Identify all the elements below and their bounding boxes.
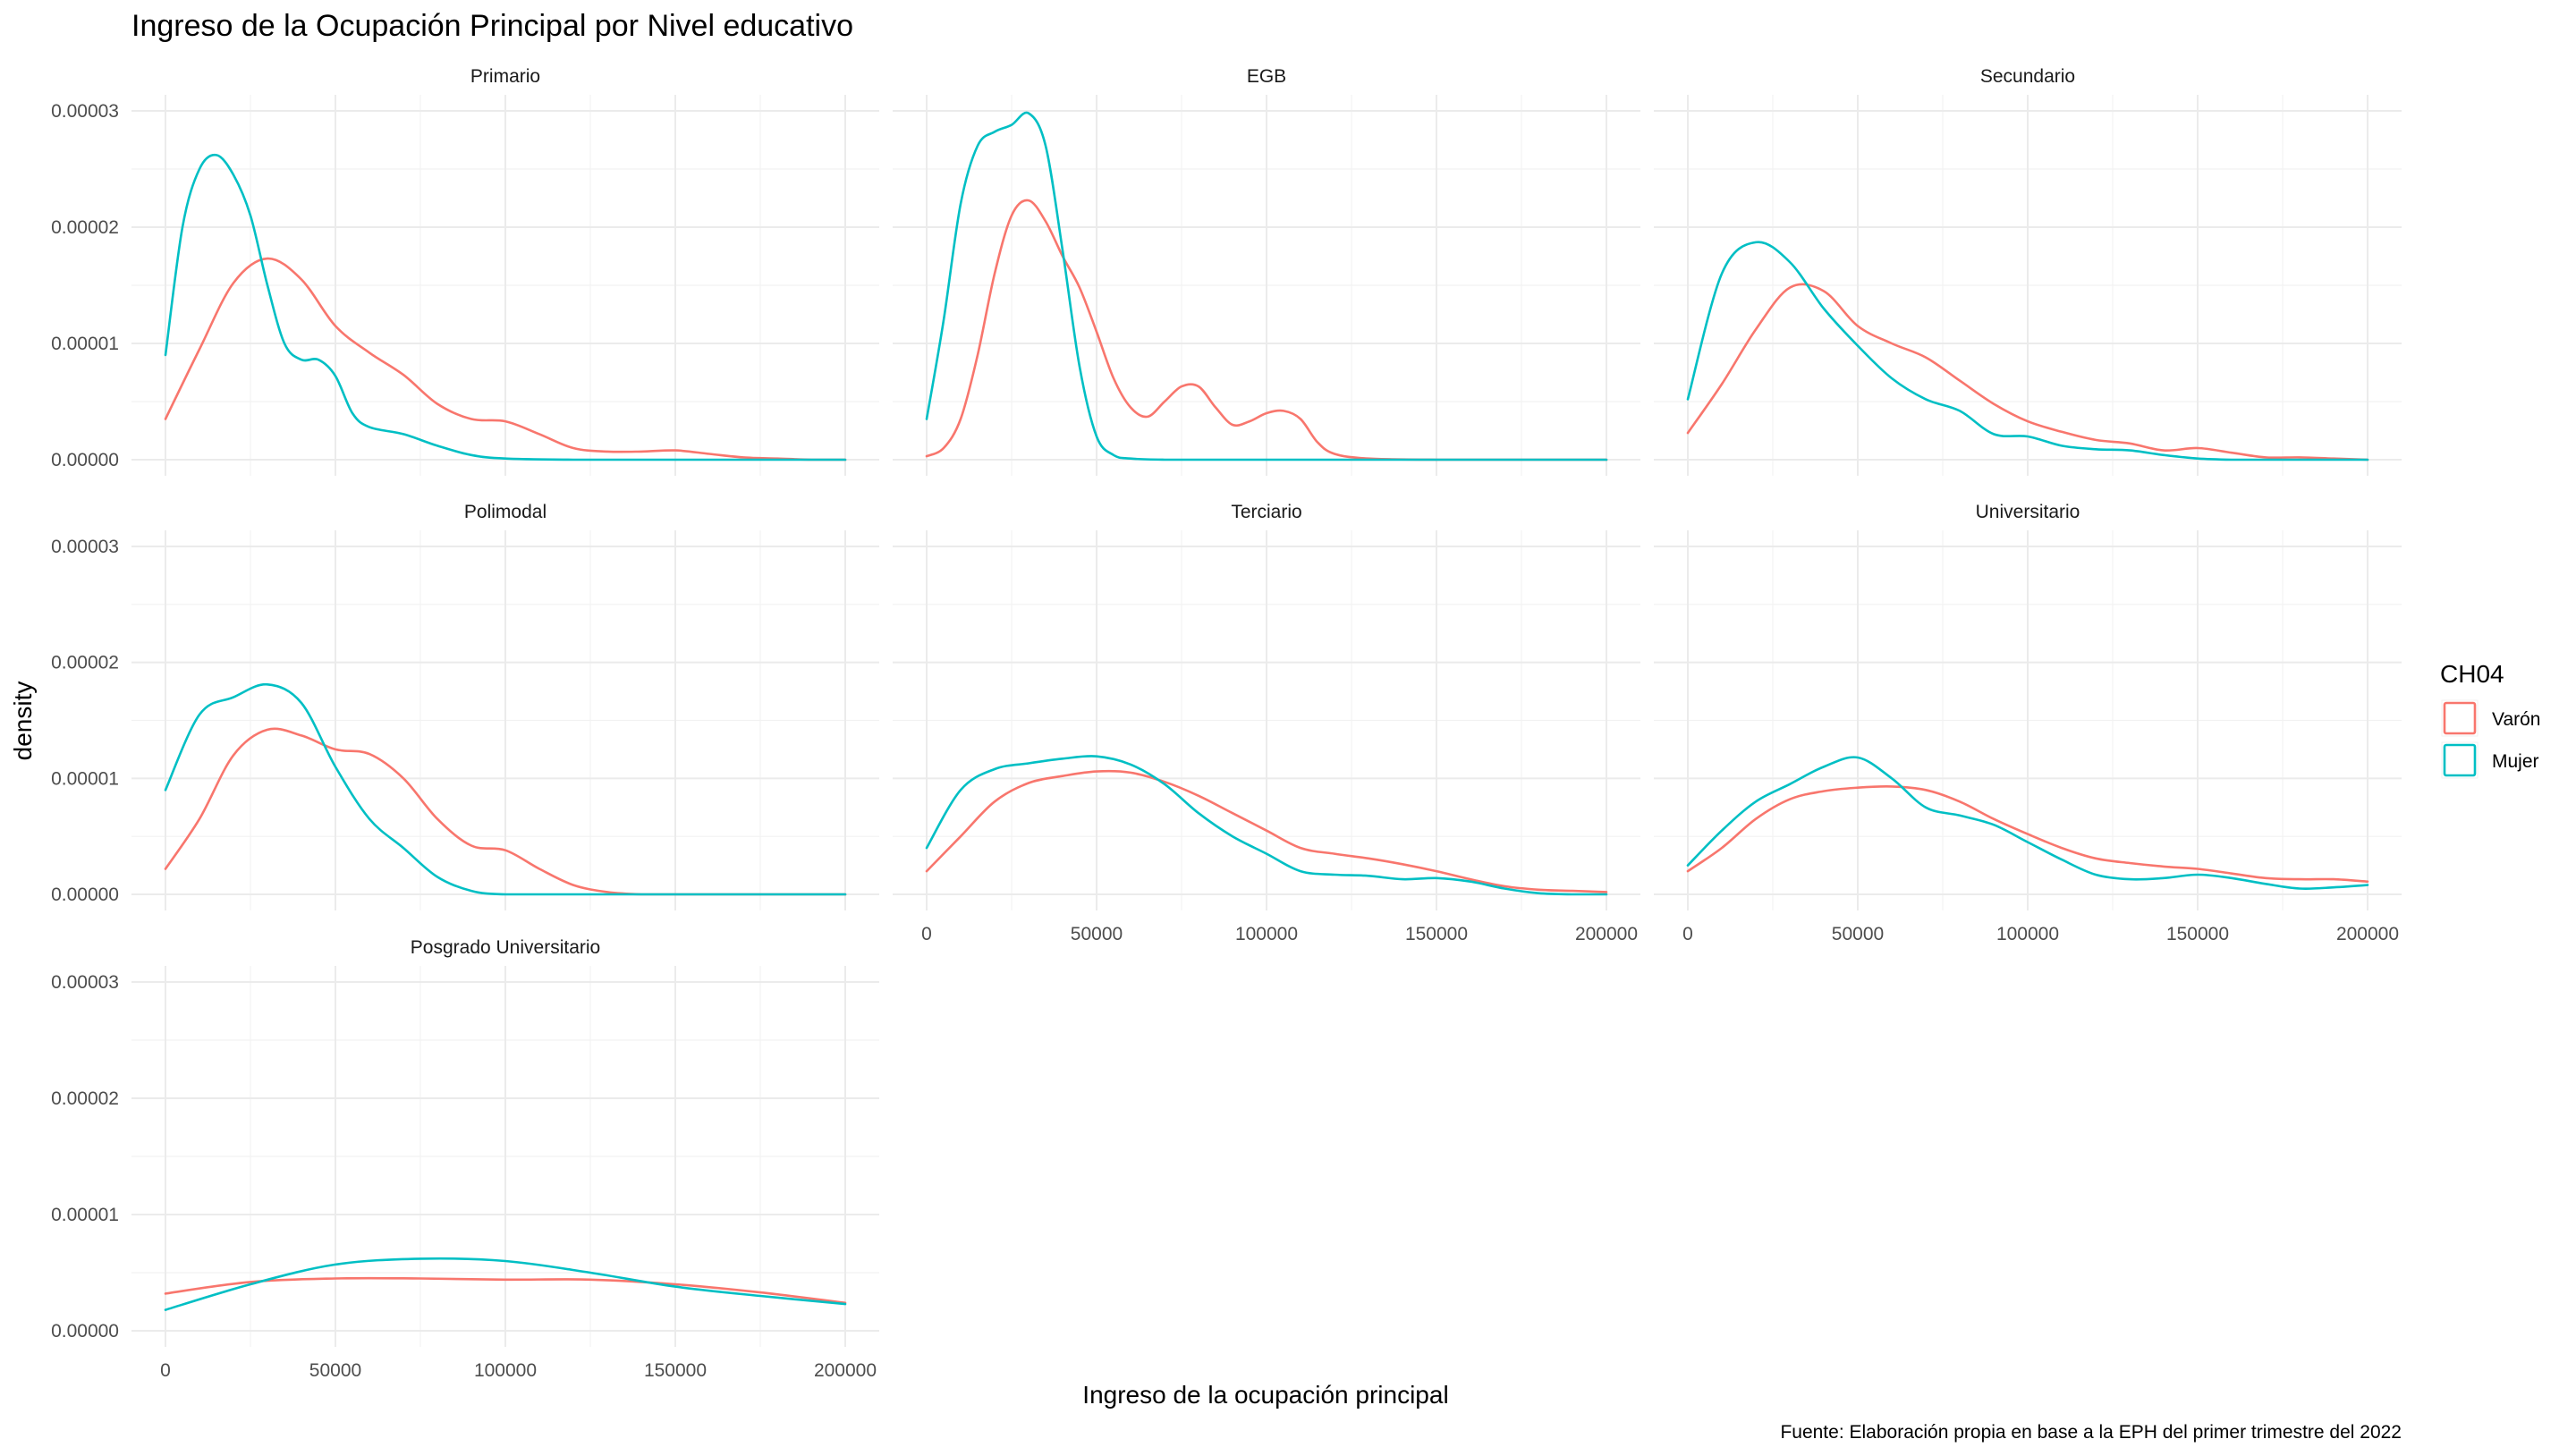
y-tick-label: 0.00001 — [51, 1205, 119, 1225]
legend-title: CH04 — [2440, 660, 2504, 688]
x-tick-label: 0 — [1682, 924, 1693, 944]
density-line-varon-terciario — [925, 769, 1608, 893]
x-tick-label: 200000 — [1575, 924, 1638, 944]
facet-label-egb: EGB — [1247, 66, 1286, 87]
panel-posgrado-universitario: Posgrado Universitario 0.00000 0.00001 0.00… — [51, 937, 879, 1381]
legend-key-bg — [2441, 699, 2479, 737]
y-tick-label: 0.00000 — [51, 885, 119, 905]
panel-terciario: Terciario 0 50000 100000 150000 200000 — [893, 502, 1640, 944]
density-line-mujer-polimodal — [164, 682, 847, 896]
legend: CH04 Varón Mujer — [2440, 660, 2540, 779]
x-tick-label: 50000 — [1071, 924, 1123, 944]
legend-key-mujer — [2443, 743, 2477, 777]
legend-key-varon — [2443, 701, 2477, 735]
y-tick-label: 0.00003 — [51, 537, 119, 557]
caption: Fuente: Elaboración propia en base a la … — [1780, 1422, 2402, 1443]
y-tick-label: 0.00002 — [51, 1088, 119, 1109]
y-tick-label: 0.00003 — [51, 972, 119, 993]
x-tick-label: 100000 — [1235, 924, 1298, 944]
facet-panels: Primario 0.00000 0.00001 0.00002 0.00003 EGB S… — [51, 66, 2402, 1381]
panel-polimodal: Polimodal 0.00000 0.00001 0.00002 0.00003 — [51, 502, 879, 910]
y-tick-label: 0.00002 — [51, 653, 119, 673]
y-tick-label: 0.00001 — [51, 334, 119, 354]
x-tick-label: 200000 — [814, 1360, 877, 1381]
x-tick-label: 0 — [921, 924, 932, 944]
chart-title: Ingreso de la Ocupación Principal por Ni… — [131, 9, 853, 43]
x-tick-label: 50000 — [309, 1360, 361, 1381]
density-line-mujer-secundario — [1686, 241, 2369, 461]
y-tick-label: 0.00003 — [51, 101, 119, 122]
density-line-mujer-terciario — [925, 755, 1608, 896]
density-line-varon-secundario — [1686, 283, 2369, 461]
density-line-varon-egb — [925, 199, 1608, 461]
x-tick-label: 0 — [160, 1360, 171, 1381]
x-tick-label: 150000 — [644, 1360, 707, 1381]
density-line-varon-universitario — [1686, 785, 2369, 883]
x-tick-label: 100000 — [1996, 924, 2059, 944]
panel-primario: Primario 0.00000 0.00001 0.00002 0.00003 — [51, 66, 879, 476]
y-axis-title: density — [9, 681, 37, 761]
density-line-mujer-universitario — [1686, 756, 2369, 890]
y-tick-label: 0.00000 — [51, 1321, 119, 1342]
legend-label-mujer: Mujer — [2492, 751, 2539, 772]
facet-label-polimodal: Polimodal — [464, 502, 547, 522]
density-line-mujer-posgrado-universitario — [164, 1257, 847, 1311]
x-tick-label: 150000 — [2166, 924, 2229, 944]
x-axis-title: Ingreso de la ocupación principal — [1082, 1381, 1448, 1409]
legend-label-varon: Varón — [2492, 709, 2540, 730]
facet-label-universitario: Universitario — [1976, 502, 2080, 522]
panel-universitario: Universitario 0 50000 100000 150000 200000 — [1654, 502, 2402, 944]
density-line-varon-primario — [164, 257, 847, 461]
y-tick-label: 0.00000 — [51, 450, 119, 470]
x-tick-label: 150000 — [1405, 924, 1468, 944]
density-line-varon-posgrado-universitario — [164, 1276, 847, 1305]
density-line-mujer-egb — [925, 111, 1608, 461]
x-tick-label: 50000 — [1832, 924, 1884, 944]
y-tick-label: 0.00002 — [51, 217, 119, 238]
panel-secundario: Secundario — [1654, 66, 2402, 476]
density-line-mujer-primario — [164, 153, 847, 461]
facet-label-posgrado-universitario: Posgrado Universitario — [411, 937, 600, 958]
legend-key-bg — [2441, 741, 2479, 779]
facet-label-terciario: Terciario — [1231, 502, 1301, 522]
y-tick-label: 0.00001 — [51, 768, 119, 789]
x-tick-label: 200000 — [2336, 924, 2399, 944]
x-tick-label: 100000 — [474, 1360, 537, 1381]
facet-label-primario: Primario — [470, 66, 540, 87]
facet-label-secundario: Secundario — [1980, 66, 2075, 87]
panel-egb: EGB — [893, 66, 1640, 476]
